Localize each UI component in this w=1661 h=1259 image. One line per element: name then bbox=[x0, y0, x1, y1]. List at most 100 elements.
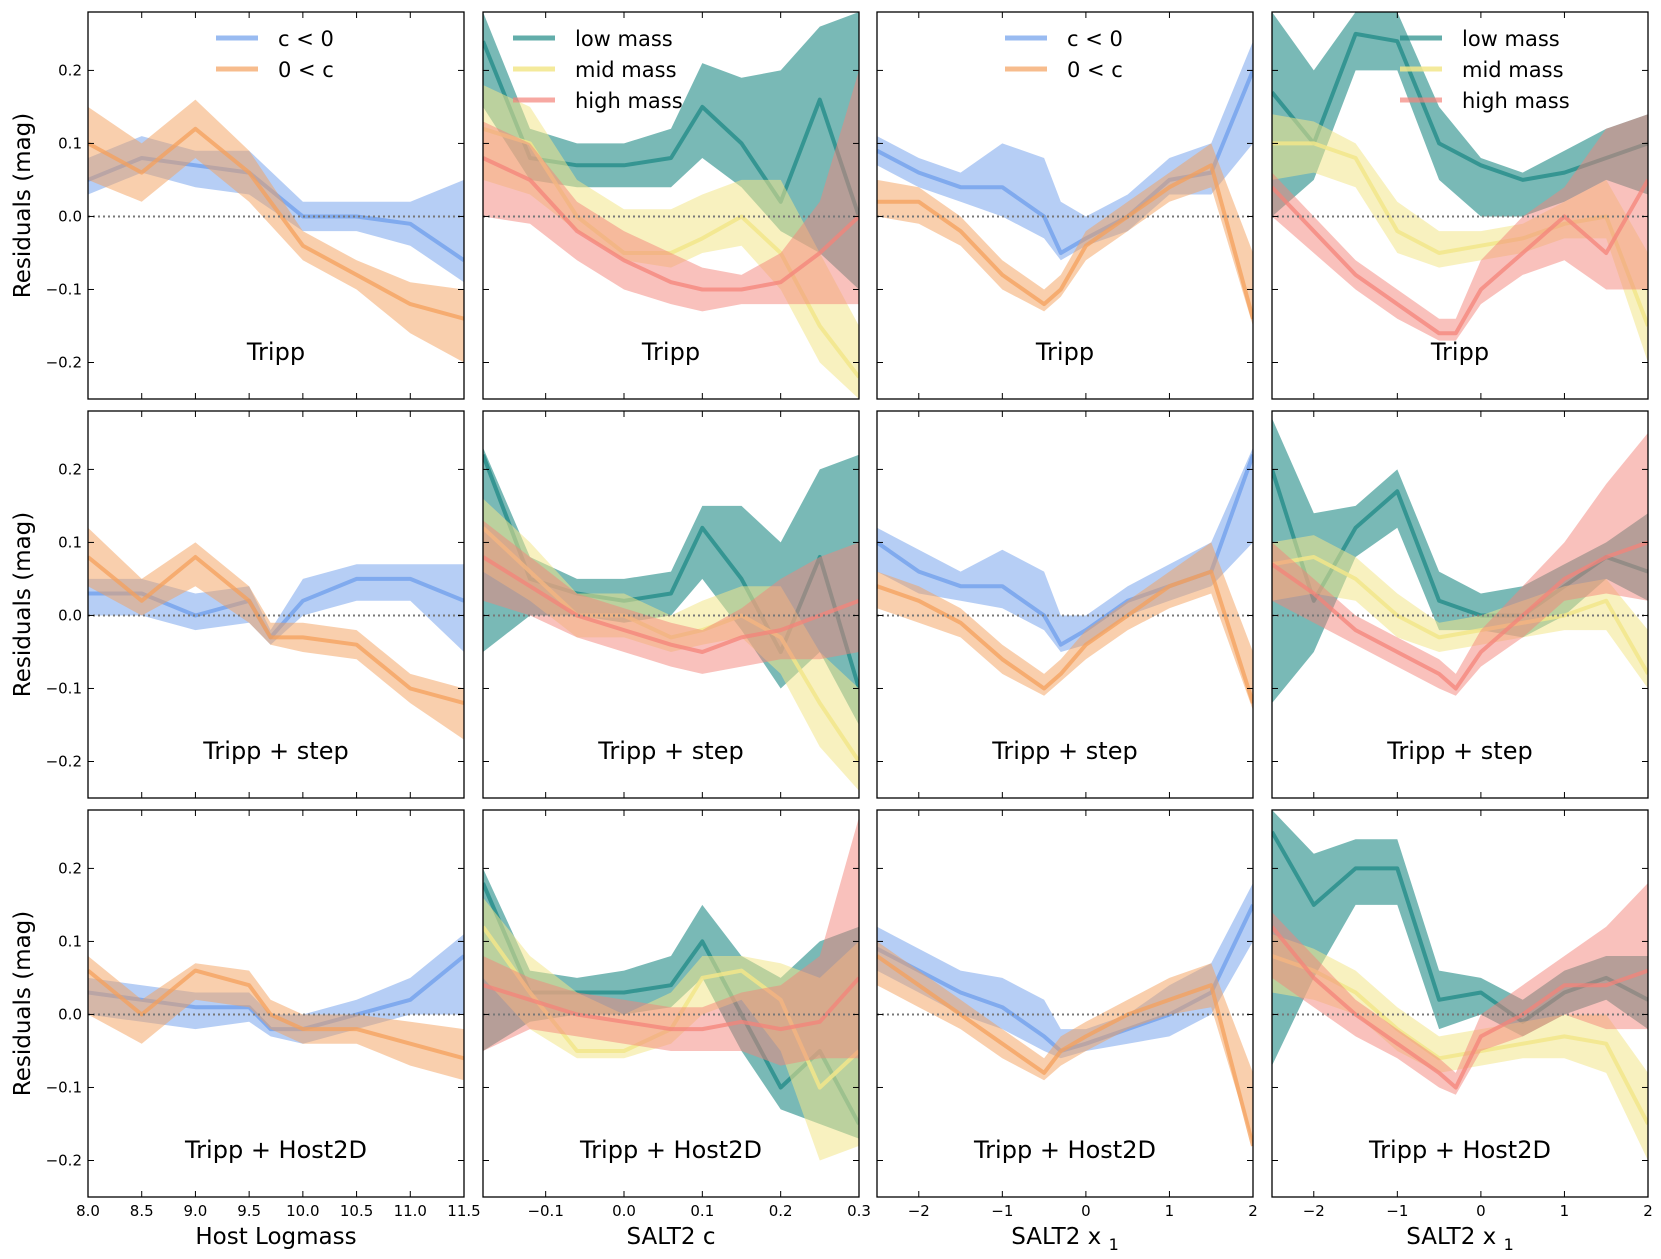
xtick-label: 2 bbox=[1248, 1202, 1258, 1220]
panel-r2-c4: Tripp + step bbox=[1271, 410, 1649, 799]
xtick-label: 9.0 bbox=[183, 1202, 207, 1220]
line-high_mass bbox=[483, 156, 859, 292]
band-high_mass bbox=[483, 520, 859, 674]
band-c_pos bbox=[877, 143, 1253, 326]
band-low_mass bbox=[483, 12, 859, 290]
line-c_pos bbox=[877, 163, 1253, 320]
plot-area bbox=[877, 447, 1253, 711]
ytick-label: −0.2 bbox=[46, 752, 82, 770]
legend-label-low_mass: low mass bbox=[1462, 27, 1560, 51]
xtick-label: 2 bbox=[1643, 1202, 1653, 1220]
legend-label-mid_mass: mid mass bbox=[575, 58, 677, 82]
panel-label: Tripp + step bbox=[1386, 737, 1532, 765]
legend: low mass mid mass high mass bbox=[1400, 27, 1570, 113]
xtick-label: −0.1 bbox=[527, 1202, 563, 1220]
band-high_mass bbox=[483, 817, 859, 1066]
band-c_neg bbox=[877, 41, 1253, 261]
x-axis-title: SALT2 c bbox=[626, 1224, 715, 1250]
x-axis-title-subscript: 1 bbox=[1504, 1235, 1514, 1254]
plot-area bbox=[483, 447, 859, 791]
band-c_pos bbox=[88, 99, 464, 363]
x-axis-title-text: SALT2 x bbox=[1011, 1224, 1108, 1250]
legend: low mass mid mass high mass bbox=[513, 27, 683, 113]
panel-frame bbox=[876, 809, 1254, 1198]
xtick-label: 9.5 bbox=[237, 1202, 261, 1220]
y-axis-title: Residuals (mag) bbox=[10, 512, 36, 697]
line-high_mass bbox=[1272, 925, 1648, 1090]
y-axis-title: Residuals (mag) bbox=[10, 113, 36, 298]
x-axis-title-text: Host Logmass bbox=[195, 1224, 356, 1250]
plot-area bbox=[1272, 810, 1648, 1161]
panel-frame bbox=[87, 809, 465, 1198]
panel-frame bbox=[482, 410, 860, 799]
legend-label-mid_mass: mid mass bbox=[1462, 58, 1564, 82]
panel-r2-c2: Tripp + step bbox=[482, 410, 860, 799]
xtick-label: 10.0 bbox=[286, 1202, 319, 1220]
x-axis-title-text: SALT2 c bbox=[626, 1224, 715, 1250]
panel-r2-c3: Tripp + step bbox=[876, 410, 1254, 799]
panel-frame bbox=[876, 410, 1254, 799]
legend-label-low_mass: low mass bbox=[575, 27, 673, 51]
panel-r3-c1: −0.2 −0.1 0.0 0.1 0.2 8.0 8.5 9.0 9.5 10.0 10.5 11.… bbox=[10, 809, 481, 1250]
xtick-label: 0.0 bbox=[612, 1202, 636, 1220]
panel-frame bbox=[482, 809, 860, 1198]
ytick-label: −0.1 bbox=[46, 280, 82, 298]
plot-area bbox=[1272, 12, 1648, 363]
legend: c < 0 0 < c bbox=[1005, 27, 1123, 82]
ytick-label: 0.1 bbox=[58, 932, 82, 950]
legend-label-high_mass: high mass bbox=[1462, 89, 1570, 113]
xtick-label: 0 bbox=[1476, 1202, 1486, 1220]
panel-label: Tripp + step bbox=[597, 737, 743, 765]
legend-label-c_pos: 0 < c bbox=[1067, 58, 1123, 82]
panel-r1-c4: Tripp low mass mid mass high mass bbox=[1271, 11, 1649, 400]
panel-label: Tripp + step bbox=[202, 737, 348, 765]
x-axis-title: SALT2 x 1 bbox=[1406, 1224, 1514, 1254]
xtick-label: −1 bbox=[991, 1202, 1013, 1220]
plot-area bbox=[1272, 418, 1648, 704]
line-c_pos bbox=[877, 569, 1253, 704]
band-high_mass bbox=[1272, 432, 1648, 696]
ytick-label: 0.0 bbox=[58, 207, 82, 225]
legend-label-c_pos: 0 < c bbox=[278, 58, 334, 82]
line-high_mass bbox=[1272, 540, 1648, 691]
ytick-label: 0.1 bbox=[58, 533, 82, 551]
band-mid_mass bbox=[1272, 934, 1648, 1161]
panel-frame bbox=[482, 11, 860, 400]
x-axis-title: Host Logmass bbox=[195, 1224, 356, 1250]
xtick-label: 11.0 bbox=[394, 1202, 427, 1220]
plot-area bbox=[88, 527, 464, 740]
xtick-label: 11.5 bbox=[447, 1202, 480, 1220]
ytick-label: −0.1 bbox=[46, 1078, 82, 1096]
line-c_pos bbox=[877, 954, 1253, 1147]
panel-r1-c3: Tripp c < 0 0 < c bbox=[876, 11, 1254, 400]
panel-frame bbox=[876, 11, 1254, 400]
xtick-label: 0.3 bbox=[847, 1202, 871, 1220]
xtick-label: 0.1 bbox=[690, 1202, 714, 1220]
panel-label: Tripp + Host2D bbox=[579, 1136, 762, 1164]
line-c_pos bbox=[88, 126, 464, 321]
panel-label: Tripp + Host2D bbox=[973, 1136, 1156, 1164]
line-c_pos bbox=[88, 555, 464, 706]
band-high_mass bbox=[1272, 883, 1648, 1095]
panel-frame bbox=[1271, 410, 1649, 799]
x-axis-title-subscript: 1 bbox=[1109, 1235, 1119, 1254]
xtick-label: 1 bbox=[1165, 1202, 1175, 1220]
line-high_mass bbox=[1272, 178, 1648, 336]
xtick-label: 10.5 bbox=[340, 1202, 373, 1220]
ytick-label: −0.2 bbox=[46, 353, 82, 371]
band-c_neg bbox=[88, 934, 464, 1044]
panel-label: Tripp bbox=[1035, 338, 1094, 366]
xtick-label: 8.5 bbox=[130, 1202, 154, 1220]
plot-area bbox=[88, 99, 464, 363]
panel-r3-c2: −0.1 0.0 0.1 0.2 0.3 Tripp + Host2D SALT2 c bbox=[482, 809, 871, 1250]
band-c_pos bbox=[88, 527, 464, 740]
line-high_mass bbox=[483, 555, 859, 654]
ytick-label: −0.1 bbox=[46, 679, 82, 697]
line-high_mass bbox=[483, 976, 859, 1032]
band-high_mass bbox=[483, 70, 859, 312]
line-mid_mass bbox=[1272, 555, 1648, 675]
x-axis-title: SALT2 x 1 bbox=[1011, 1224, 1119, 1254]
band-c_pos bbox=[877, 542, 1253, 711]
